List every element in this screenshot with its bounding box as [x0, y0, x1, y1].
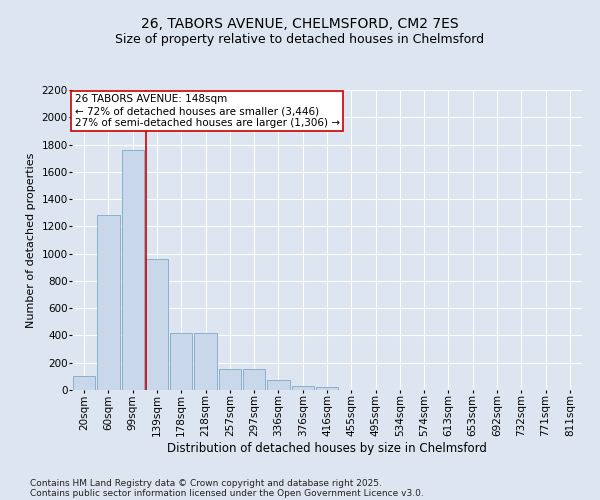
Bar — [146, 259, 168, 390]
Text: Size of property relative to detached houses in Chelmsford: Size of property relative to detached ho… — [115, 32, 485, 46]
Bar — [170, 332, 193, 390]
Bar — [122, 150, 144, 390]
Text: Contains public sector information licensed under the Open Government Licence v3: Contains public sector information licen… — [30, 488, 424, 498]
Text: 26 TABORS AVENUE: 148sqm
← 72% of detached houses are smaller (3,446)
27% of sem: 26 TABORS AVENUE: 148sqm ← 72% of detach… — [74, 94, 340, 128]
Text: 26, TABORS AVENUE, CHELMSFORD, CM2 7ES: 26, TABORS AVENUE, CHELMSFORD, CM2 7ES — [141, 18, 459, 32]
Y-axis label: Number of detached properties: Number of detached properties — [26, 152, 36, 328]
Bar — [73, 376, 95, 390]
X-axis label: Distribution of detached houses by size in Chelmsford: Distribution of detached houses by size … — [167, 442, 487, 455]
Bar — [194, 332, 217, 390]
Bar — [292, 386, 314, 390]
Bar — [243, 369, 265, 390]
Bar — [218, 369, 241, 390]
Bar — [267, 380, 290, 390]
Bar — [316, 388, 338, 390]
Bar — [97, 216, 119, 390]
Text: Contains HM Land Registry data © Crown copyright and database right 2025.: Contains HM Land Registry data © Crown c… — [30, 478, 382, 488]
